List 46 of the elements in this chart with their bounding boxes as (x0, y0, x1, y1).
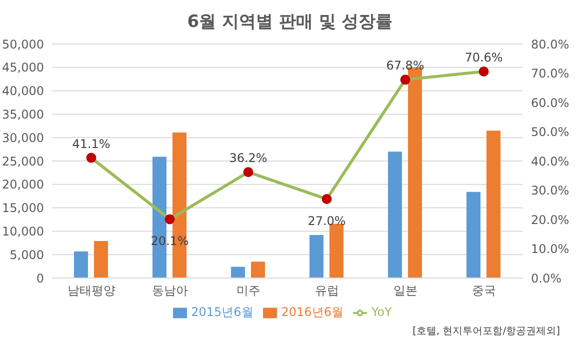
data-label: 27.0% (308, 214, 346, 228)
data-label: 36.2% (229, 151, 268, 166)
y2-tick-label: 20.0% (531, 212, 570, 227)
bar (250, 262, 265, 278)
y2-tick-label: 70.0% (531, 66, 570, 81)
y-tick-label: 15,000 (2, 201, 44, 216)
y-tick-label: 30,000 (2, 130, 44, 145)
x-tick-label: 일본 (393, 284, 418, 298)
y2-tick-label: 30.0% (531, 184, 570, 198)
x-tick-label: 유럽 (314, 284, 339, 298)
y-tick-label: 50,000 (2, 37, 44, 52)
data-label: 41.1% (72, 136, 110, 151)
bar (329, 224, 344, 278)
y2-tick-label: 50.0% (531, 125, 570, 140)
bar (74, 251, 88, 278)
y2-tick-label: 60.0% (531, 96, 570, 110)
legend-label: 2015년6월 (191, 305, 254, 319)
bar (94, 241, 108, 278)
y-tick-label: 35,000 (2, 107, 44, 122)
data-label: 67.8% (386, 58, 424, 73)
y2-tick-label: 40.0% (531, 154, 570, 168)
y-tick-label: 20,000 (2, 178, 44, 192)
y-tick-label: 5,000 (10, 248, 44, 262)
bar (466, 192, 480, 278)
y-tick-label: 0 (36, 271, 44, 286)
legend-label: 2016년6월 (281, 305, 344, 319)
bar (230, 266, 245, 278)
x-tick-label: 남태평양 (67, 284, 116, 298)
y-tick-label: 45,000 (2, 60, 44, 75)
data-label: 70.6% (464, 50, 503, 64)
y2-tick-label: 80.0% (531, 37, 570, 52)
bar (388, 152, 402, 278)
y-tick-label: 40,000 (2, 84, 44, 98)
x-tick-label: 미주 (236, 284, 260, 298)
data-label: 20.1% (150, 234, 189, 248)
legend-label: YoY (371, 305, 392, 319)
text: [호텔, 현지투어포함/항공권제외] (412, 325, 560, 338)
chart-title: 6월 지역별 판매 및 성장률 (186, 11, 394, 34)
y-tick-label: 25,000 (2, 154, 44, 168)
bar (486, 130, 500, 278)
y2-tick-label: 10.0% (531, 242, 570, 256)
y2-tick-label: 0.0% (531, 271, 562, 286)
bar (309, 234, 324, 278)
x-tick-label: 중국 (472, 284, 496, 298)
x-tick-label: 동남아 (152, 284, 188, 298)
y-tick-label: 10,000 (2, 224, 44, 238)
